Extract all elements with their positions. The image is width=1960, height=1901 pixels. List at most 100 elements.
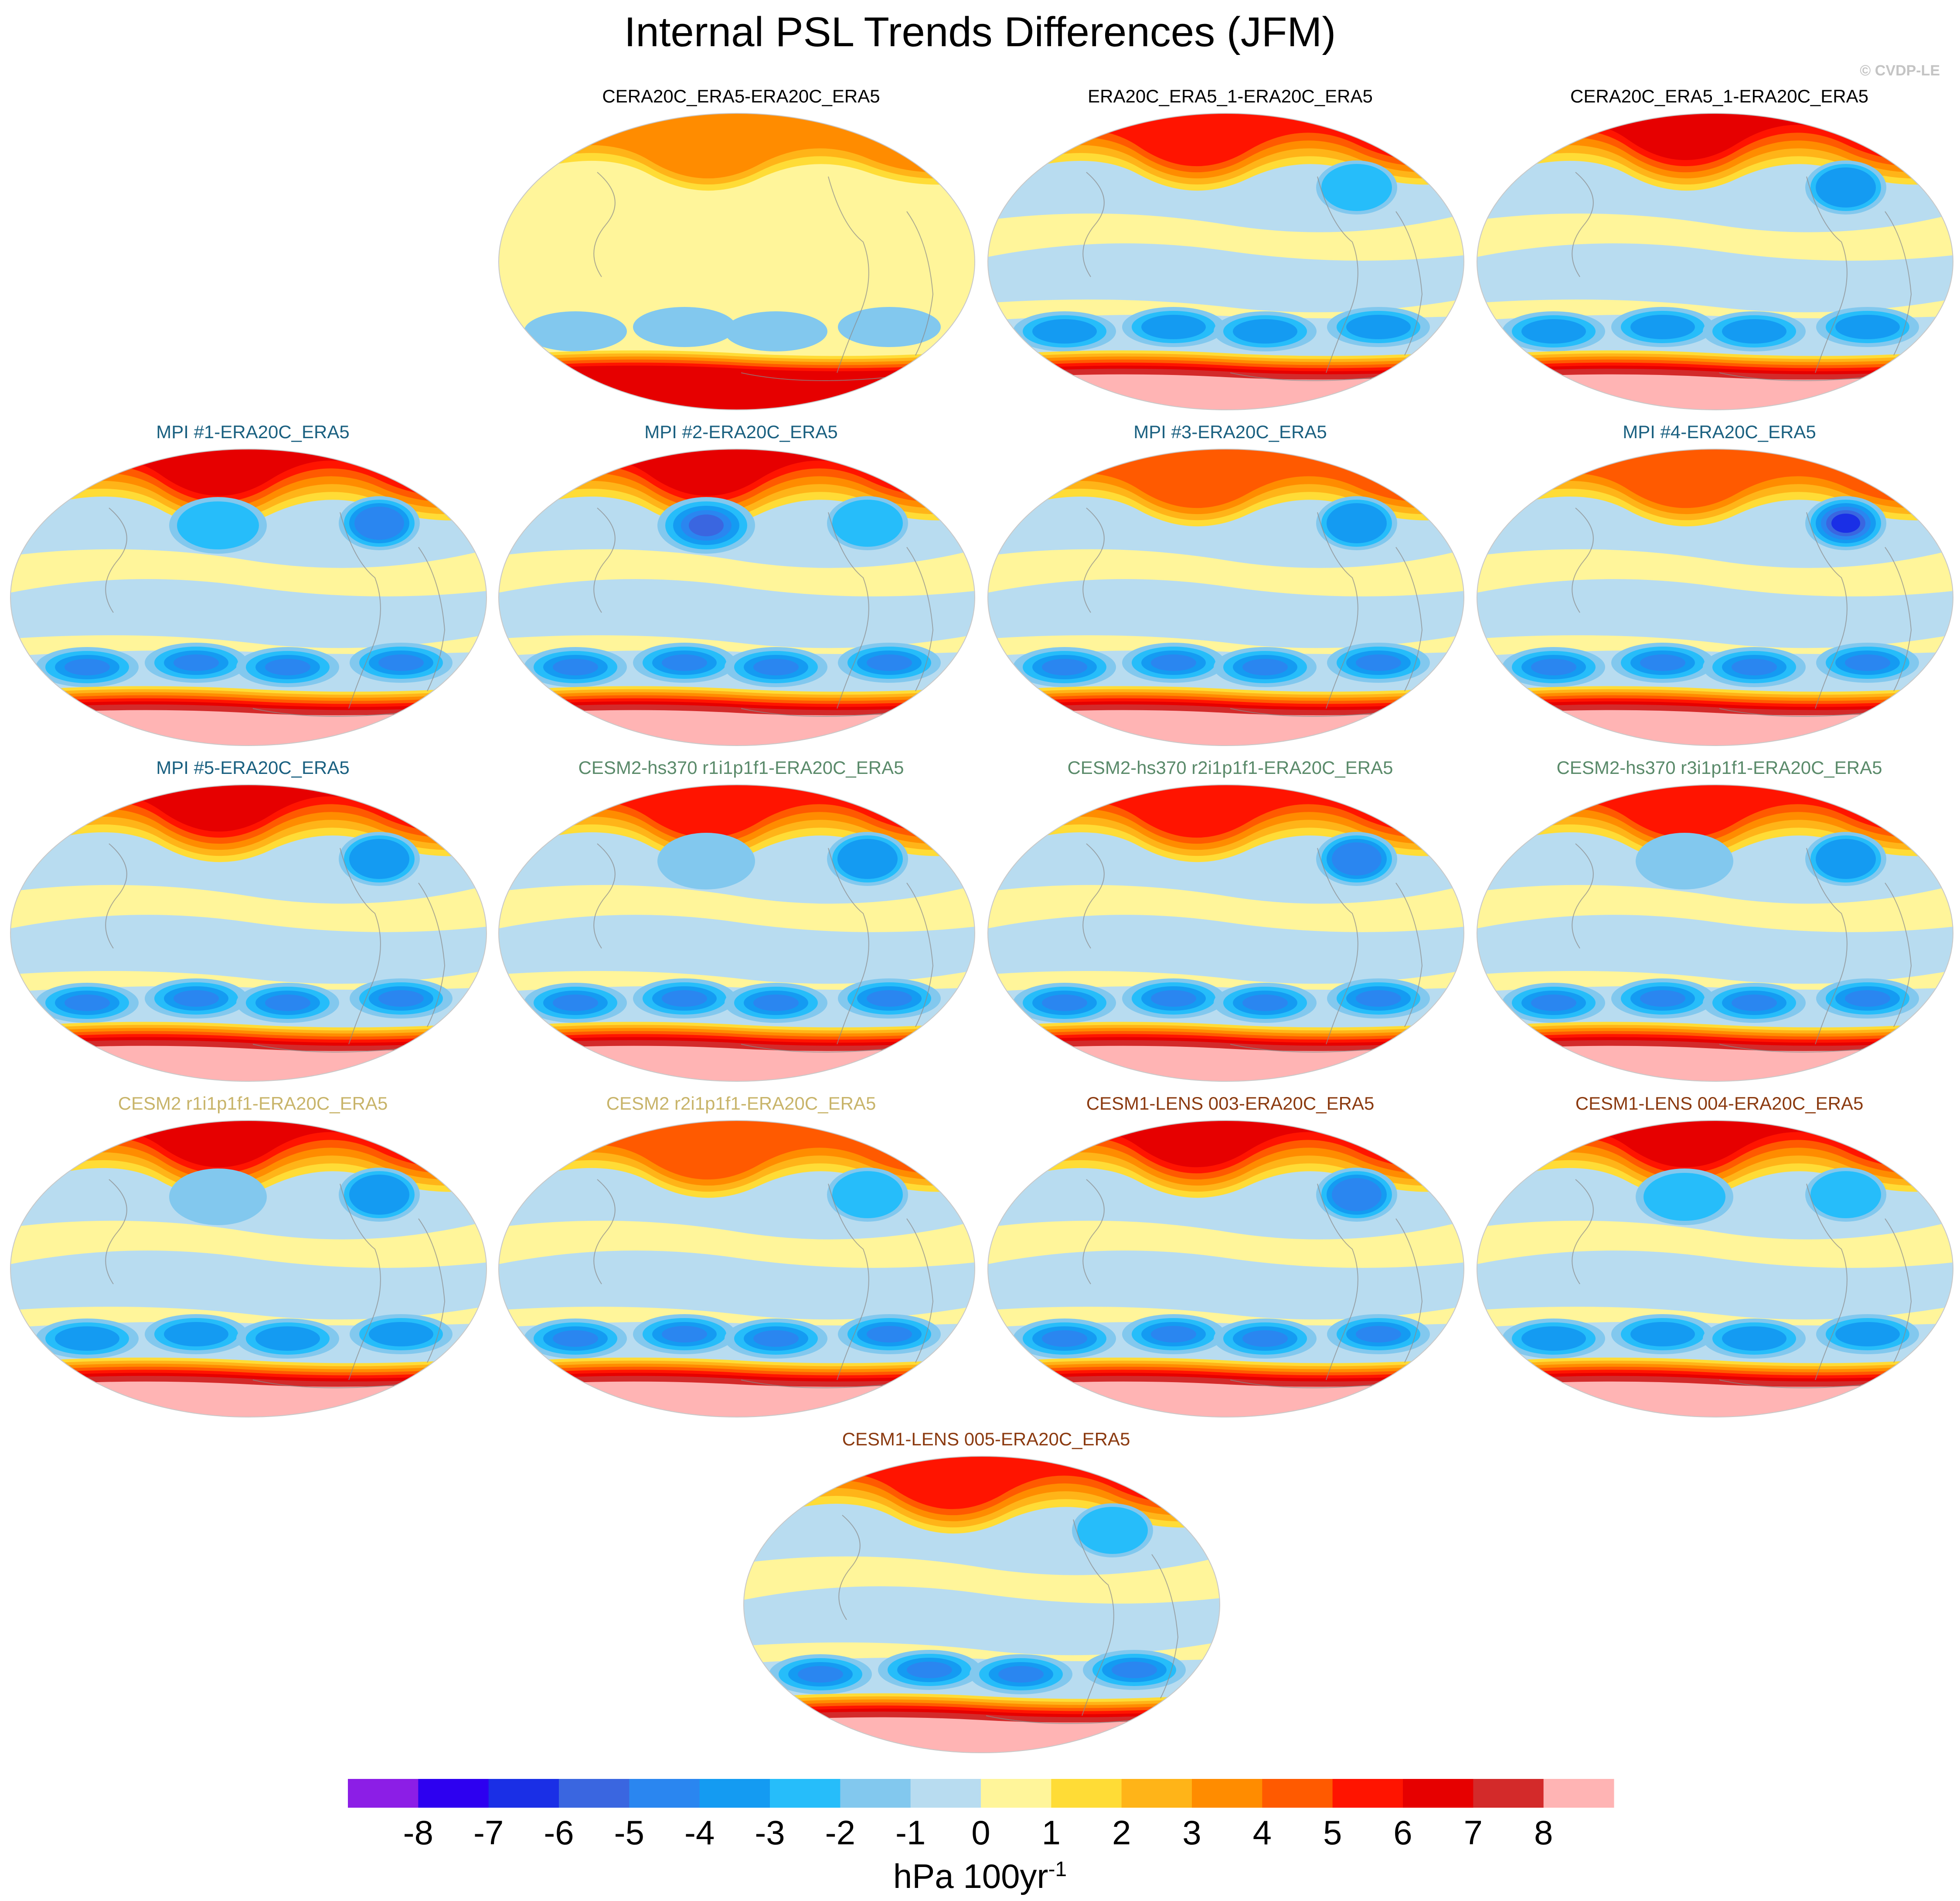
atlantic-negative-contour xyxy=(1321,164,1392,211)
southern-negative-contour xyxy=(1845,990,1890,1007)
atlantic-negative-contour xyxy=(349,1175,409,1215)
southern-negative-contour xyxy=(725,311,827,351)
southern-negative-contour xyxy=(1151,990,1196,1007)
globe-outline xyxy=(1477,449,1953,746)
tropical-positive-band xyxy=(744,1556,1220,1604)
colorbar-bin xyxy=(348,1779,419,1808)
southern-negative-contour xyxy=(798,1666,843,1683)
tropical-positive-band xyxy=(10,885,487,932)
southern-negative-contour xyxy=(1356,654,1401,671)
colorbar-tick-label: -4 xyxy=(684,1813,715,1852)
coastline-outline xyxy=(593,172,934,381)
colorbar-bin xyxy=(770,1779,840,1808)
southern-negative-contour xyxy=(1112,1662,1157,1678)
southern-negative-contour xyxy=(1141,315,1206,339)
map-panel: CESM1-LENS 005-ERA20C_ERA5 xyxy=(742,1428,1230,1768)
colorbar-bin xyxy=(910,1779,981,1808)
southern-negative-contour xyxy=(255,1326,320,1351)
southern-negative-contour xyxy=(378,654,424,671)
map-globe xyxy=(498,1120,975,1417)
coastline-outline xyxy=(105,508,446,717)
globe-outline xyxy=(987,1120,1464,1417)
southern-negative-contour xyxy=(1640,990,1685,1007)
colorbar-tick-label: 6 xyxy=(1393,1813,1412,1852)
globe-outline xyxy=(10,784,487,1082)
atlantic-negative-contour xyxy=(1077,1507,1148,1554)
atlantic-negative-contour xyxy=(1816,167,1876,208)
coastline-outline xyxy=(1572,843,1912,1053)
map-panel: MPI #4-ERA20C_ERA5 xyxy=(1475,421,1960,761)
colorbar-tick-label: -1 xyxy=(895,1813,926,1852)
panel-title: CERA20C_ERA5-ERA20C_ERA5 xyxy=(602,86,880,106)
map-globe xyxy=(1477,449,1953,746)
atlantic-negative-contour xyxy=(1810,1171,1881,1218)
southern-negative-contour xyxy=(662,990,707,1007)
southern-negative-contour xyxy=(1835,1322,1900,1346)
map-panel: MPI #3-ERA20C_ERA5 xyxy=(986,421,1474,761)
atlantic-negative-contour xyxy=(354,507,404,540)
southern-negative-contour xyxy=(753,995,799,1011)
southern-negative-contour xyxy=(1151,654,1196,671)
pacific-negative-contour xyxy=(169,1169,267,1225)
southern-negative-contour xyxy=(65,995,110,1011)
map-globe xyxy=(987,449,1464,746)
southern-negative-contour xyxy=(867,990,912,1007)
globe-outline xyxy=(10,1120,487,1417)
tropical-positive-band xyxy=(988,549,1464,596)
map-panel: MPI #5-ERA20C_ERA5 xyxy=(9,756,497,1097)
map-globe xyxy=(498,449,975,746)
panel-title: MPI #3-ERA20C_ERA5 xyxy=(1133,422,1327,442)
panel-title: CESM1-LENS 003-ERA20C_ERA5 xyxy=(1086,1093,1375,1114)
globe-outline xyxy=(1477,784,1953,1082)
southern-negative-contour xyxy=(524,311,627,351)
southern-negative-contour xyxy=(1722,319,1786,344)
southern-negative-contour xyxy=(1346,315,1411,339)
southern-negative-contour xyxy=(662,1326,707,1342)
atlantic-negative-contour xyxy=(1332,1178,1382,1211)
coastline-outline xyxy=(1082,508,1423,717)
map-globe xyxy=(987,113,1464,410)
southern-negative-contour xyxy=(1356,990,1401,1007)
colorbar-bin xyxy=(418,1779,489,1808)
tropical-positive-band xyxy=(499,1220,975,1268)
colorbar-bin xyxy=(699,1779,770,1808)
tropical-positive-band xyxy=(499,885,975,932)
globe-outline xyxy=(987,449,1464,746)
southern-negative-contour xyxy=(378,990,424,1007)
globe-outline xyxy=(987,113,1464,410)
map-globe xyxy=(743,1456,1220,1753)
globe-outline xyxy=(498,1120,975,1417)
tropical-positive-band xyxy=(1477,1220,1953,1268)
colorbar-tick-label: 0 xyxy=(971,1813,990,1852)
colorbar-tick-label: -5 xyxy=(614,1813,644,1852)
colorbar-unit-exponent: -1 xyxy=(1048,1858,1067,1881)
map-globe xyxy=(10,1120,487,1417)
colorbar-tick-label: 7 xyxy=(1464,1813,1483,1852)
map-panel: CESM2-hs370 r3i1p1f1-ERA20C_ERA5 xyxy=(1475,756,1960,1097)
southern-negative-contour xyxy=(1242,1330,1288,1347)
globe-outline xyxy=(743,1456,1220,1753)
panel-title: ERA20C_ERA5_1-ERA20C_ERA5 xyxy=(1088,86,1373,106)
southern-negative-contour xyxy=(1531,995,1576,1011)
globe-outline xyxy=(498,784,975,1082)
southern-negative-contour xyxy=(1042,995,1087,1011)
panel-title: CESM2-hs370 r2i1p1f1-ERA20C_ERA5 xyxy=(1067,757,1393,778)
colorbar-bin xyxy=(1262,1779,1333,1808)
colorbar-unit-text: hPa 100yr xyxy=(893,1857,1048,1895)
map-panel: CERA20C_ERA5_1-ERA20C_ERA5 xyxy=(1475,85,1960,425)
atlantic-negative-contour xyxy=(349,839,409,879)
globe-outline xyxy=(1477,113,1953,410)
southern-negative-contour xyxy=(553,1330,598,1347)
map-panel: CESM2-hs370 r2i1p1f1-ERA20C_ERA5 xyxy=(986,756,1474,1097)
coastline-outline xyxy=(1082,172,1423,381)
colorbar-bin xyxy=(981,1779,1051,1808)
southern-negative-contour xyxy=(998,1666,1044,1683)
map-globe xyxy=(498,784,975,1082)
map-panel: CERA20C_ERA5-ERA20C_ERA5 xyxy=(497,85,985,425)
colorbar-tick-label: -6 xyxy=(544,1813,574,1852)
atlantic-negative-contour xyxy=(832,500,903,547)
southern-negative-contour xyxy=(867,654,912,671)
tropical-positive-band xyxy=(1477,213,1953,261)
atlantic-negative-contour xyxy=(1831,514,1860,533)
map-globe xyxy=(1477,113,1953,410)
